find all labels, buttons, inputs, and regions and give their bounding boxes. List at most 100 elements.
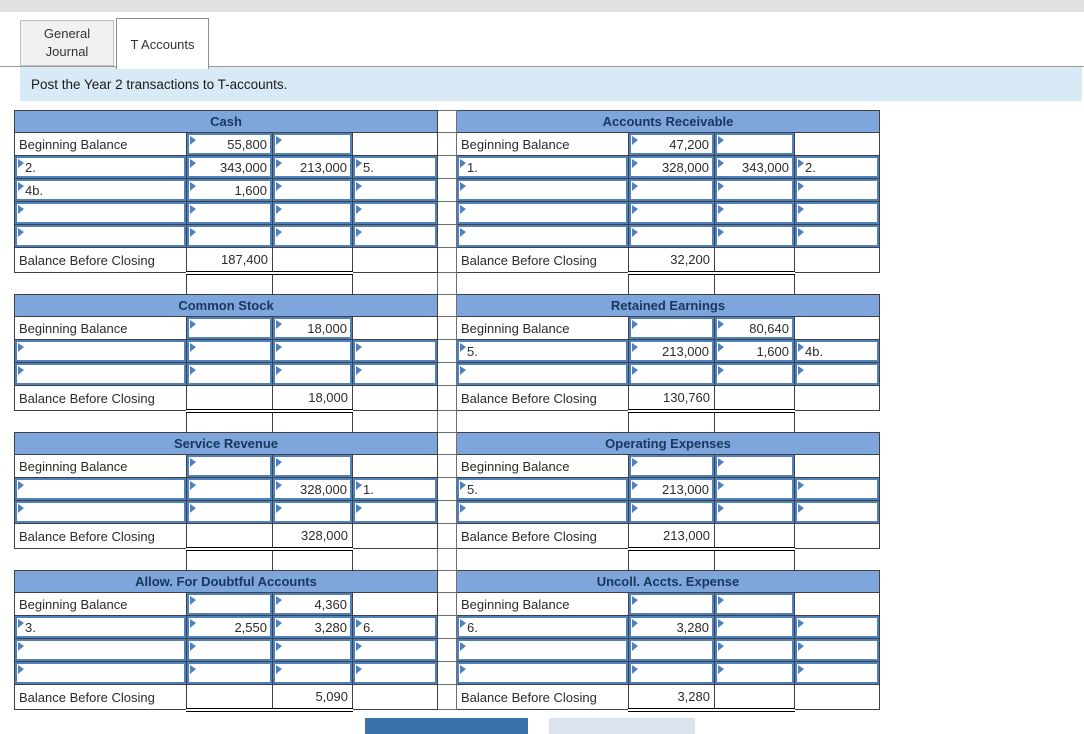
common-stock-debit-input[interactable]: [187, 317, 272, 339]
allow-for-doubtful-accounts-debit-input[interactable]: [187, 662, 272, 684]
allow-for-doubtful-accounts-debit-input[interactable]: [187, 639, 272, 661]
cash-credit-input[interactable]: [273, 202, 352, 224]
service-revenue-credit-input[interactable]: [273, 455, 352, 477]
operating-expenses-debit-input[interactable]: [629, 501, 714, 523]
service-revenue-debit-input[interactable]: [187, 501, 272, 523]
accounts-receivable-credit-row-label-input[interactable]: [795, 179, 879, 201]
retained-earnings-credit-row-label-input[interactable]: [795, 363, 879, 385]
operating-expenses-row-label-input[interactable]: [457, 501, 628, 523]
accounts-receivable-debit-input[interactable]: 47,200: [629, 133, 714, 155]
retained-earnings-debit-input[interactable]: [629, 317, 714, 339]
cash-debit-input[interactable]: 1,600: [187, 179, 272, 201]
allow-for-doubtful-accounts-credit-row-label-input[interactable]: [353, 662, 437, 684]
accounts-receivable-credit-input[interactable]: [715, 133, 794, 155]
operating-expenses-credit-input[interactable]: [715, 501, 794, 523]
operating-expenses-credit-row-label-input[interactable]: [795, 478, 879, 500]
cash-debit-input[interactable]: 55,800: [187, 133, 272, 155]
allow-for-doubtful-accounts-credit-input[interactable]: [273, 639, 352, 661]
common-stock-credit-row-label-input[interactable]: [353, 363, 437, 385]
allow-for-doubtful-accounts-row-label-input[interactable]: 3.: [15, 616, 186, 638]
allow-for-doubtful-accounts-credit-row-label-input[interactable]: 6.: [353, 616, 437, 638]
cash-row-label-input[interactable]: 2.: [15, 156, 186, 178]
cash-credit-row-label-input[interactable]: [353, 179, 437, 201]
service-revenue-debit-input[interactable]: [187, 455, 272, 477]
uncoll-accts-expense-credit-input[interactable]: [715, 616, 794, 638]
allow-for-doubtful-accounts-row-label-input[interactable]: [15, 662, 186, 684]
allow-for-doubtful-accounts-debit-input[interactable]: 2,550: [187, 616, 272, 638]
primary-action-button[interactable]: [365, 718, 528, 734]
operating-expenses-credit-input[interactable]: [715, 478, 794, 500]
uncoll-accts-expense-credit-row-label-input[interactable]: [795, 616, 879, 638]
accounts-receivable-credit-row-label-input[interactable]: 2.: [795, 156, 879, 178]
common-stock-debit-input[interactable]: [187, 340, 272, 362]
common-stock-credit-input[interactable]: 18,000: [273, 317, 352, 339]
cash-credit-input[interactable]: 213,000: [273, 156, 352, 178]
service-revenue-row-label-input[interactable]: [15, 478, 186, 500]
accounts-receivable-row-label-input[interactable]: [457, 202, 628, 224]
uncoll-accts-expense-credit-row-label-input[interactable]: [795, 639, 879, 661]
uncoll-accts-expense-debit-input[interactable]: [629, 662, 714, 684]
common-stock-credit-input[interactable]: [273, 340, 352, 362]
accounts-receivable-credit-input[interactable]: 343,000: [715, 156, 794, 178]
uncoll-accts-expense-debit-input[interactable]: 3,280: [629, 616, 714, 638]
service-revenue-credit-row-label-input[interactable]: [353, 501, 437, 523]
operating-expenses-row-label-input[interactable]: 5.: [457, 478, 628, 500]
uncoll-accts-expense-credit-input[interactable]: [715, 639, 794, 661]
allow-for-doubtful-accounts-credit-input[interactable]: [273, 662, 352, 684]
tab-t-accounts[interactable]: T Accounts: [116, 18, 209, 69]
retained-earnings-credit-input[interactable]: [715, 363, 794, 385]
uncoll-accts-expense-row-label-input[interactable]: [457, 639, 628, 661]
accounts-receivable-debit-input[interactable]: [629, 179, 714, 201]
service-revenue-credit-input[interactable]: 328,000: [273, 478, 352, 500]
retained-earnings-credit-input[interactable]: 1,600: [715, 340, 794, 362]
common-stock-credit-input[interactable]: [273, 363, 352, 385]
accounts-receivable-credit-row-label-input[interactable]: [795, 225, 879, 247]
cash-credit-input[interactable]: [273, 133, 352, 155]
retained-earnings-debit-input[interactable]: 213,000: [629, 340, 714, 362]
cash-credit-input[interactable]: [273, 179, 352, 201]
cash-credit-row-label-input[interactable]: 5.: [353, 156, 437, 178]
cash-debit-input[interactable]: 343,000: [187, 156, 272, 178]
common-stock-credit-row-label-input[interactable]: [353, 340, 437, 362]
service-revenue-debit-input[interactable]: [187, 478, 272, 500]
accounts-receivable-row-label-input[interactable]: [457, 179, 628, 201]
uncoll-accts-expense-credit-row-label-input[interactable]: [795, 662, 879, 684]
common-stock-debit-input[interactable]: [187, 363, 272, 385]
retained-earnings-credit-input[interactable]: 80,640: [715, 317, 794, 339]
uncoll-accts-expense-row-label-input[interactable]: [457, 662, 628, 684]
retained-earnings-credit-row-label-input[interactable]: 4b.: [795, 340, 879, 362]
accounts-receivable-debit-input[interactable]: [629, 202, 714, 224]
common-stock-row-label-input[interactable]: [15, 363, 186, 385]
uncoll-accts-expense-credit-input[interactable]: [715, 662, 794, 684]
cash-row-label-input[interactable]: [15, 202, 186, 224]
cash-credit-row-label-input[interactable]: [353, 225, 437, 247]
secondary-action-button[interactable]: [549, 718, 695, 734]
tab-general-journal[interactable]: General Journal: [20, 20, 114, 66]
allow-for-doubtful-accounts-credit-input[interactable]: 3,280: [273, 616, 352, 638]
operating-expenses-debit-input[interactable]: 213,000: [629, 478, 714, 500]
operating-expenses-credit-input[interactable]: [715, 455, 794, 477]
accounts-receivable-credit-input[interactable]: [715, 179, 794, 201]
accounts-receivable-credit-input[interactable]: [715, 202, 794, 224]
allow-for-doubtful-accounts-credit-input[interactable]: 4,360: [273, 593, 352, 615]
retained-earnings-debit-input[interactable]: [629, 363, 714, 385]
uncoll-accts-expense-debit-input[interactable]: [629, 639, 714, 661]
accounts-receivable-credit-input[interactable]: [715, 225, 794, 247]
allow-for-doubtful-accounts-credit-row-label-input[interactable]: [353, 639, 437, 661]
operating-expenses-credit-row-label-input[interactable]: [795, 501, 879, 523]
allow-for-doubtful-accounts-row-label-input[interactable]: [15, 639, 186, 661]
uncoll-accts-expense-debit-input[interactable]: [629, 593, 714, 615]
allow-for-doubtful-accounts-debit-input[interactable]: [187, 593, 272, 615]
operating-expenses-debit-input[interactable]: [629, 455, 714, 477]
accounts-receivable-debit-input[interactable]: [629, 225, 714, 247]
accounts-receivable-row-label-input[interactable]: 1.: [457, 156, 628, 178]
cash-row-label-input[interactable]: 4b.: [15, 179, 186, 201]
service-revenue-credit-input[interactable]: [273, 501, 352, 523]
cash-debit-input[interactable]: [187, 202, 272, 224]
service-revenue-row-label-input[interactable]: [15, 501, 186, 523]
accounts-receivable-credit-row-label-input[interactable]: [795, 202, 879, 224]
common-stock-row-label-input[interactable]: [15, 340, 186, 362]
retained-earnings-row-label-input[interactable]: [457, 363, 628, 385]
accounts-receivable-row-label-input[interactable]: [457, 225, 628, 247]
uncoll-accts-expense-credit-input[interactable]: [715, 593, 794, 615]
